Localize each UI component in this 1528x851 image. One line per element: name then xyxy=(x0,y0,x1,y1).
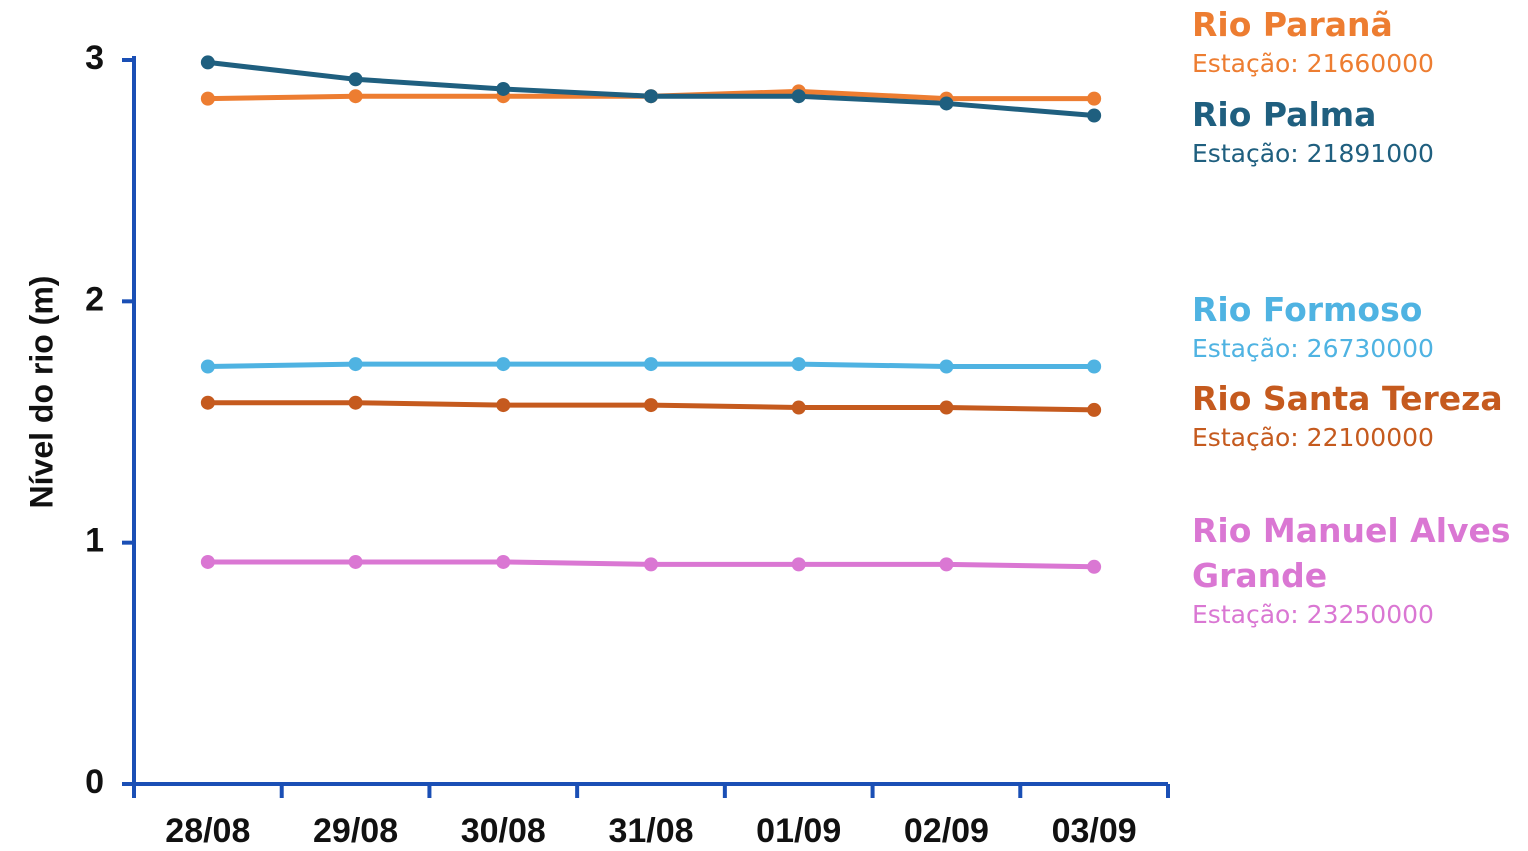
data-point xyxy=(1087,91,1102,106)
data-point xyxy=(348,72,363,87)
legend-station-code: Estação: 22100000 xyxy=(1192,423,1434,452)
data-point xyxy=(939,359,954,374)
legend-item: Rio Formoso Estação: 26730000 xyxy=(1192,287,1528,366)
y-axis-label: Nível do rio (m) xyxy=(23,276,59,509)
legend-series-name: Rio Paranã xyxy=(1192,5,1393,44)
x-tick-label: 29/08 xyxy=(313,812,398,850)
data-point xyxy=(1087,559,1102,574)
data-point xyxy=(200,359,215,374)
data-point xyxy=(496,357,511,372)
data-point xyxy=(496,398,511,413)
data-point xyxy=(1087,359,1102,374)
axis-ticks: 0 1 2 3 28/08 29/08 30/08 31/08 01/09 02/09 03/09 xyxy=(85,39,1170,850)
legend-series-name: Rio Palma xyxy=(1192,95,1377,134)
legend-station-code: Estação: 23250000 xyxy=(1192,600,1434,629)
legend-series-name: Rio Formoso xyxy=(1192,290,1423,329)
y-tick-label: 1 xyxy=(85,522,104,560)
legend-item: Rio Manuel Alves Grande Estação: 23250000 xyxy=(1192,508,1528,632)
legend-item: Rio Paranã Estação: 21660000 xyxy=(1192,2,1528,81)
y-tick-label: 3 xyxy=(85,39,104,77)
data-point xyxy=(644,357,658,372)
x-tick-label: 03/09 xyxy=(1052,812,1137,850)
legend-station-code: Estação: 21891000 xyxy=(1192,139,1434,168)
data-point xyxy=(200,91,215,106)
data-point xyxy=(791,557,806,572)
data-point xyxy=(348,554,363,569)
data-point xyxy=(348,89,363,104)
x-tick-label: 02/09 xyxy=(904,812,989,850)
series-points xyxy=(200,55,1102,574)
data-point xyxy=(348,395,363,410)
data-point xyxy=(791,357,806,372)
legend-item: Rio Santa Tereza Estação: 22100000 xyxy=(1192,376,1528,455)
data-point xyxy=(791,400,806,415)
data-point xyxy=(200,55,215,70)
data-point xyxy=(1087,402,1102,417)
legend-item: Rio Palma Estação: 21891000 xyxy=(1192,92,1528,171)
data-point xyxy=(200,554,215,569)
chart-axes xyxy=(132,56,1168,786)
y-tick-label: 0 xyxy=(85,763,104,801)
y-tick-label: 2 xyxy=(85,280,104,318)
legend: Rio Paranã Estação: 21660000 Rio Palma Esta… xyxy=(1192,0,1528,851)
series-lines xyxy=(207,59,1095,570)
data-point xyxy=(644,557,658,572)
legend-station-code: Estação: 21660000 xyxy=(1192,49,1434,78)
data-point xyxy=(496,554,511,569)
x-tick-label: 30/08 xyxy=(461,812,546,850)
x-tick-label: 28/08 xyxy=(165,812,250,850)
data-point xyxy=(644,398,658,413)
series-line xyxy=(207,59,1095,118)
legend-series-name: Rio Santa Tereza xyxy=(1192,379,1503,418)
data-point xyxy=(644,89,658,104)
data-point xyxy=(348,357,363,372)
data-point xyxy=(939,400,954,415)
data-point xyxy=(200,395,215,410)
legend-station-code: Estação: 26730000 xyxy=(1192,334,1434,363)
legend-series-name: Rio Manuel Alves Grande xyxy=(1192,511,1511,595)
data-point xyxy=(496,81,511,96)
data-point xyxy=(791,89,806,104)
x-tick-label: 31/08 xyxy=(608,812,693,850)
x-tick-label: 01/09 xyxy=(756,812,841,850)
data-point xyxy=(939,557,954,572)
data-point xyxy=(1087,108,1102,123)
data-point xyxy=(939,96,954,111)
